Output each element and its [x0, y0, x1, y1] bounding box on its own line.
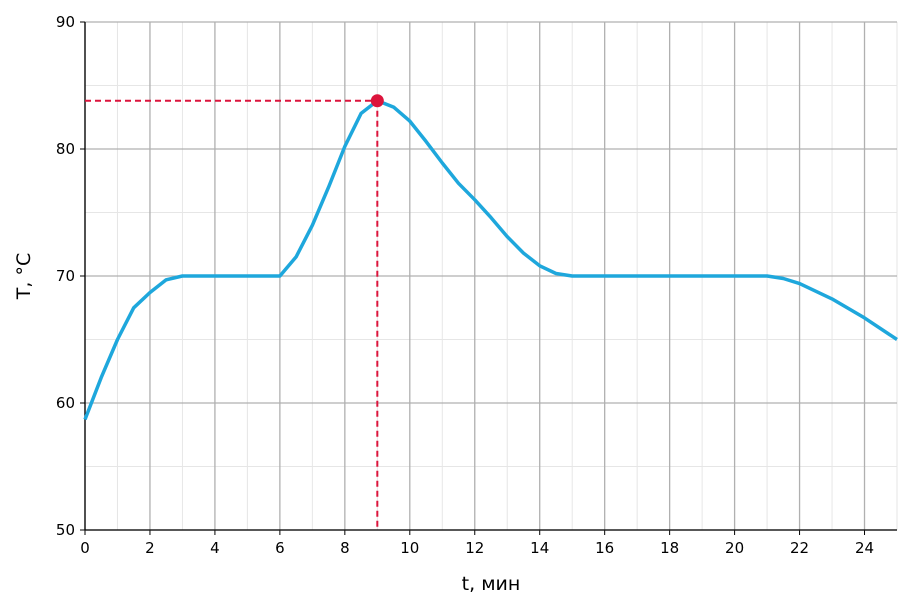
- x-axis-label: t, мин: [462, 573, 521, 595]
- highlight-point: [370, 94, 384, 108]
- y-tick-label: 50: [56, 521, 75, 539]
- x-tick-label: 24: [855, 539, 874, 557]
- x-tick-label: 2: [145, 539, 155, 557]
- x-tick-label: 16: [595, 539, 614, 557]
- y-axis-label: T, °C: [13, 253, 35, 300]
- x-tick-label: 22: [790, 539, 809, 557]
- x-tick-label: 8: [340, 539, 350, 557]
- y-tick-label: 90: [56, 13, 75, 31]
- y-tick-label: 70: [56, 267, 75, 285]
- x-tick-label: 4: [210, 539, 220, 557]
- x-tick-label: 18: [660, 539, 679, 557]
- x-tick-label: 12: [465, 539, 484, 557]
- x-tick-label: 10: [400, 539, 419, 557]
- x-tick-label: 20: [725, 539, 744, 557]
- data-line: [83, 98, 898, 421]
- x-tick-label: 14: [530, 539, 549, 557]
- y-tick-label: 60: [56, 394, 75, 412]
- x-tick-label: 6: [275, 539, 285, 557]
- x-tick-label: 0: [80, 539, 90, 557]
- y-tick-label: 80: [56, 140, 75, 158]
